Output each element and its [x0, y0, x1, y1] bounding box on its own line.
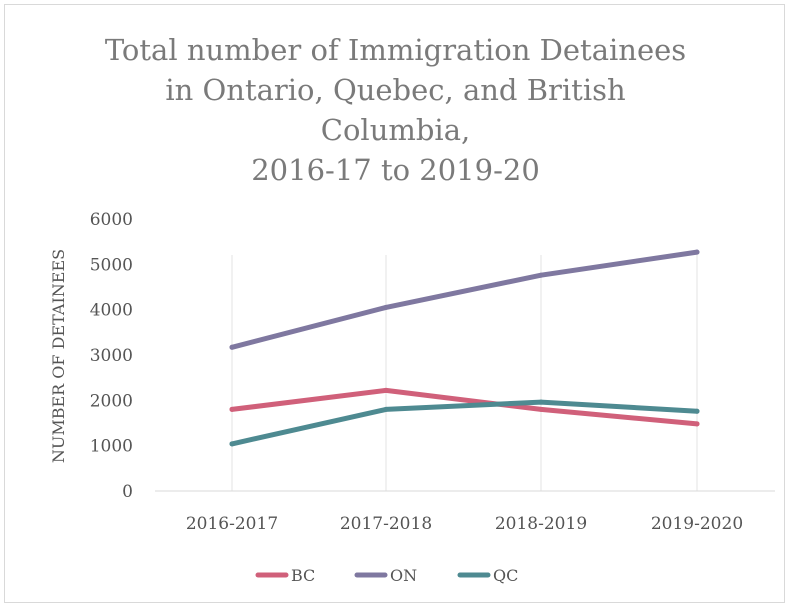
y-tick-label: 2000 — [90, 391, 133, 411]
legend-label-on: ON — [390, 566, 417, 585]
data-point-bc — [539, 407, 544, 412]
series-group — [230, 250, 700, 447]
data-point-on — [384, 305, 389, 310]
y-tick-label: 0 — [122, 482, 133, 502]
data-point-bc — [384, 388, 389, 393]
data-point-on — [539, 273, 544, 278]
data-point-qc — [230, 441, 235, 446]
data-point-bc — [230, 407, 235, 412]
data-point-qc — [539, 400, 544, 405]
data-point-qc — [384, 407, 389, 412]
x-tick-label: 2019-2020 — [651, 514, 743, 534]
y-tick-label: 3000 — [90, 346, 133, 366]
data-point-qc — [695, 409, 700, 414]
y-axis-label: NUMBER OF DETAINEES — [49, 249, 68, 463]
data-point-on — [695, 250, 700, 255]
x-tick-label: 2017-2018 — [340, 514, 432, 534]
y-tick-label: 5000 — [90, 255, 133, 275]
legend-label-bc: BC — [291, 566, 315, 585]
y-tick-label: 1000 — [90, 437, 133, 457]
x-tick-label: 2016-2017 — [186, 514, 278, 534]
data-point-bc — [695, 421, 700, 426]
legend-label-qc: QC — [493, 566, 518, 585]
series-line-on — [232, 252, 697, 347]
x-axis-ticks: 2016-2017 2017-2018 2018-2019 2019-2020 — [186, 514, 743, 534]
series-line-qc — [232, 402, 697, 444]
legend: BC ON QC — [258, 566, 518, 585]
y-axis-ticks: 0 1000 2000 3000 4000 5000 6000 — [90, 210, 133, 502]
x-tick-label: 2018-2019 — [495, 514, 587, 534]
y-tick-label: 4000 — [90, 301, 133, 321]
data-point-on — [230, 345, 235, 350]
y-tick-label: 6000 — [90, 210, 133, 230]
